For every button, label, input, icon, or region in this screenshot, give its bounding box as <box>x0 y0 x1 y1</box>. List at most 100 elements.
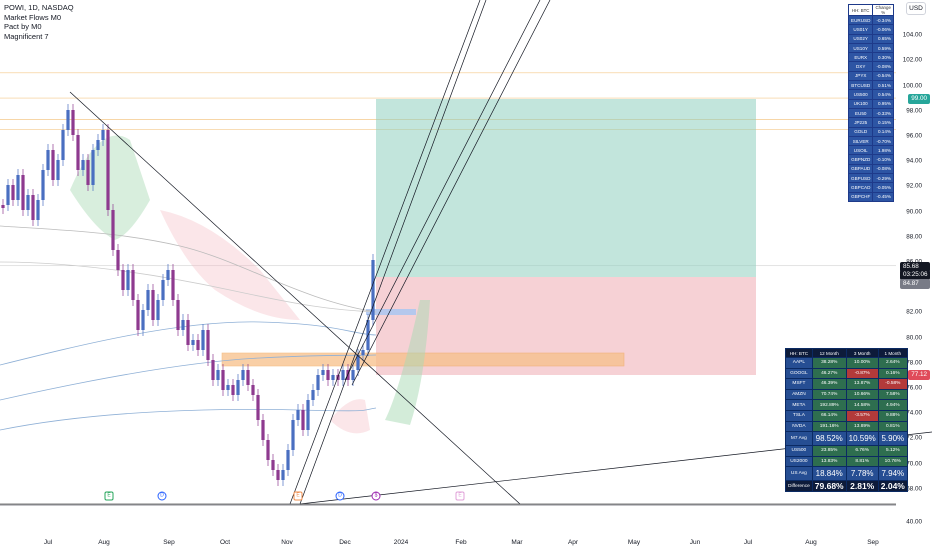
performance-value: 2.04% <box>877 480 908 493</box>
candle-body <box>281 470 285 480</box>
entry-price-badge: 84.87 <box>900 279 930 289</box>
last-price-badge: 85.68 <box>900 262 930 272</box>
watchlist-row[interactable]: US10Y 0.59% <box>847 42 894 54</box>
performance-value: 2.81% <box>845 480 879 493</box>
watchlist-change: -0.33% <box>872 107 894 119</box>
time-tick-label: Aug <box>805 539 817 546</box>
candle-body <box>351 370 355 380</box>
watchlist-row[interactable]: USOIL 1.98% <box>847 145 894 156</box>
event-marker-icon[interactable]: D <box>335 491 345 501</box>
performance-value: 79.68% <box>811 480 847 493</box>
candle-body <box>186 320 190 345</box>
candle-body <box>256 395 260 420</box>
candle-body <box>16 175 20 200</box>
performance-value: 6.76% <box>845 445 879 457</box>
watchlist-symbol: GBPUSD <box>847 173 874 184</box>
watchlist-change: 0.59% <box>872 42 894 54</box>
price-tick-label: 40.00 <box>906 518 922 526</box>
candle-body <box>171 270 175 300</box>
watchlist-row[interactable]: UK100 0.95% <box>847 98 894 109</box>
indicator-magnificent-7[interactable]: Magnificent 7 <box>4 31 49 41</box>
event-marker-icon[interactable]: D <box>157 491 167 501</box>
magnificent-7-performance-table: HH: BTC 12 Month 3 Month 1 Month AAPL 38.28% 1… <box>785 348 908 493</box>
watchlist-row[interactable]: US01Y -0.06% <box>847 24 894 35</box>
chart-legend: POWI, 1D, NASDAQ Market Flows M0 Pact by… <box>4 3 74 41</box>
watchlist-change: 0.14% <box>872 126 894 137</box>
watchlist-row[interactable]: GBPUSD -0.29% <box>847 173 894 184</box>
candle-body <box>61 130 65 160</box>
event-marker-icon[interactable]: E <box>455 491 465 501</box>
performance-value: 8.81% <box>845 455 879 468</box>
event-marker-icon[interactable]: $ <box>371 491 381 501</box>
candle-body <box>231 385 235 395</box>
watchlist-header-cell: HH: BTC <box>847 4 874 16</box>
event-marker-icon[interactable]: E <box>293 491 303 501</box>
watchlist-symbol: JP225 <box>847 117 874 128</box>
watchlist-row[interactable]: EU50 -0.33% <box>847 107 894 119</box>
moving-average-line <box>0 321 377 366</box>
watchlist-symbol: SILVER <box>847 135 874 147</box>
performance-row: GOOGL 46.27% -0.87% 0.16% <box>785 367 908 380</box>
watchlist-row[interactable]: DXY -0.08% <box>847 61 894 72</box>
candle-body <box>241 370 245 380</box>
bullish-cloud <box>385 300 430 425</box>
candle-body <box>251 385 255 395</box>
watchlist-row[interactable]: US500 0.54% <box>847 89 894 100</box>
watchlist-change: -0.54% <box>872 70 894 82</box>
candle-body <box>86 160 90 185</box>
candle-body <box>236 380 240 395</box>
performance-row: US2000 13.83% 8.81% 10.76% <box>785 455 908 468</box>
watchlist-row[interactable]: JP225 0.15% <box>847 117 894 128</box>
performance-value: 23.85% <box>811 445 847 457</box>
candle-body <box>156 300 160 320</box>
candle-body <box>176 300 180 330</box>
watchlist-symbol: UK100 <box>847 98 874 109</box>
candle-body <box>276 470 280 480</box>
watchlist-change: 0.54% <box>872 89 894 100</box>
watchlist-change: 1.98% <box>872 145 894 156</box>
currency-button[interactable]: USD <box>906 2 926 15</box>
watchlist-symbol: GBPAUD <box>847 163 874 175</box>
channel-line <box>344 0 541 381</box>
watchlist-row[interactable]: JPYX -0.54% <box>847 70 894 82</box>
watchlist-row[interactable]: SILVER -0.70% <box>847 135 894 147</box>
watchlist-row[interactable]: US02Y 0.65% <box>847 33 894 44</box>
candle-body <box>46 150 50 170</box>
performance-value: 7.94% <box>877 466 908 482</box>
candle-body <box>296 410 300 420</box>
candle-body <box>246 370 250 385</box>
channel-line <box>289 0 481 505</box>
candle-body <box>81 160 85 170</box>
performance-row: US500 23.85% 6.76% 5.12% <box>785 445 908 457</box>
event-marker-icon[interactable]: E <box>104 491 114 501</box>
watchlist-row[interactable]: GBPCHF -0.45% <box>847 191 894 202</box>
watchlist-row[interactable]: GBPAUD -0.08% <box>847 163 894 175</box>
candle-body <box>51 150 55 180</box>
indicator-market-flows[interactable]: Market Flows M0 <box>4 12 62 22</box>
candle-body <box>316 375 320 390</box>
candle-body <box>341 370 345 380</box>
candle-body <box>31 195 35 220</box>
symbol-title[interactable]: POWI, 1D, NASDAQ <box>4 3 74 12</box>
performance-value: 2.64% <box>877 357 908 369</box>
performance-value: 7.58% <box>877 388 908 401</box>
time-tick-label: Aug <box>98 539 110 546</box>
indicator-pact[interactable]: Pact by M0 <box>4 22 42 31</box>
watchlist-row[interactable]: GOLD 0.14% <box>847 126 894 137</box>
price-tick-label: 68.00 <box>906 485 922 493</box>
watchlist-change: 0.51% <box>872 80 894 91</box>
bearish-cloud <box>160 210 300 320</box>
candle-body <box>1 205 5 208</box>
watchlist-row[interactable]: GBPCAD -0.05% <box>847 182 894 193</box>
watchlist-symbol: USOIL <box>847 145 874 156</box>
channel-line <box>351 0 551 386</box>
candle-body <box>181 320 185 330</box>
watchlist-row[interactable]: GBPNZD -0.10% <box>847 154 894 165</box>
performance-value: 5.12% <box>877 445 908 457</box>
watchlist-row[interactable]: BTCUSD 0.51% <box>847 80 894 91</box>
watchlist-row[interactable]: EURUSD -0.34% <box>847 14 894 26</box>
watchlist-row[interactable]: EURX 0.30% <box>847 52 894 63</box>
watchlist-symbol: DXY <box>847 61 874 72</box>
